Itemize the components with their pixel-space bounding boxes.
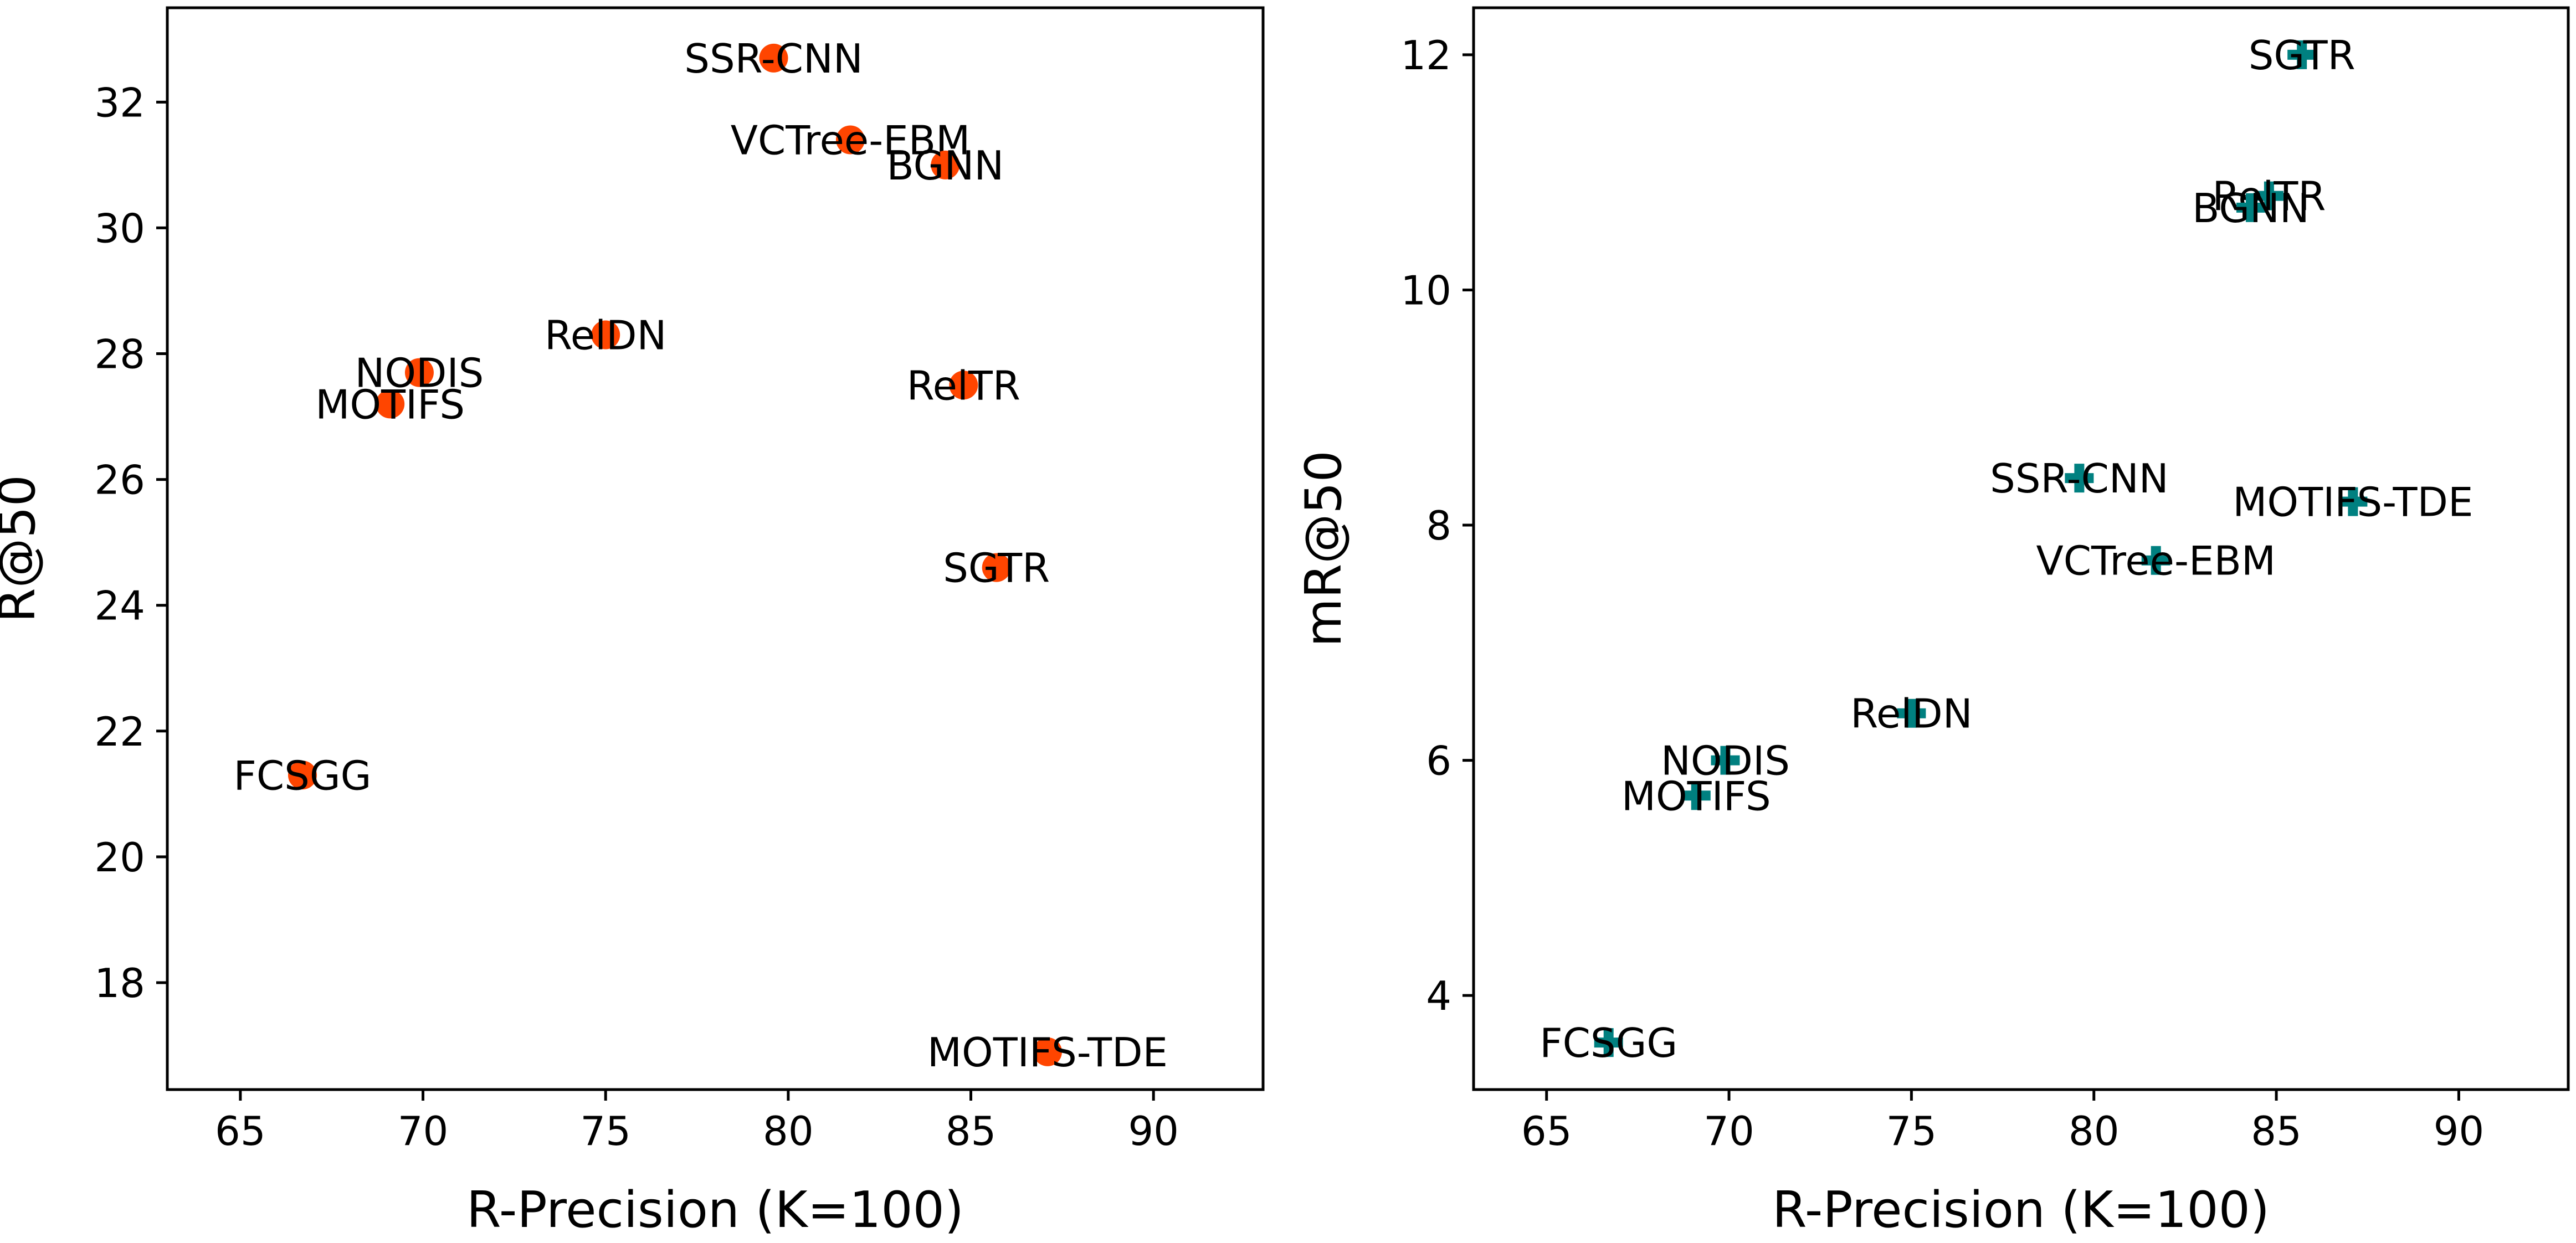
data-point <box>376 389 405 419</box>
x-axis-label: R-Precision (K=100) <box>466 1181 964 1239</box>
point-label: FCSGG <box>1540 1020 1677 1066</box>
data-point <box>759 43 788 73</box>
data-point <box>2141 546 2170 575</box>
point-label: SSR-CNN <box>1990 455 2169 502</box>
y-tick-label: 18 <box>94 960 145 1006</box>
plot-frame <box>1472 6 2570 1091</box>
y-tick-label: 10 <box>1400 267 1451 314</box>
y-tick-label: 32 <box>94 79 145 126</box>
point-label: SGTR <box>943 545 1050 592</box>
y-tick-label: 22 <box>94 708 145 755</box>
data-point <box>1033 1037 1062 1066</box>
data-point <box>982 553 1011 582</box>
x-axis-label: R-Precision (K=100) <box>1772 1181 2270 1239</box>
point-label: RelDN <box>1850 691 1972 737</box>
y-tick-label: 26 <box>94 457 145 504</box>
y-axis-label: R@50 <box>0 475 47 623</box>
y-tick-label: 30 <box>94 205 145 251</box>
point-label: VCTree-EBM <box>2036 538 2276 584</box>
point-label: FCSGG <box>233 752 371 799</box>
point-label: BGNN <box>887 142 1004 189</box>
point-label: NODIS <box>1661 738 1790 784</box>
x-tick-label: 85 <box>946 1108 997 1154</box>
x-tick-label: 90 <box>1128 1108 1179 1154</box>
y-tick-label: 8 <box>1426 502 1451 549</box>
point-label: RelTR <box>907 362 1020 409</box>
y-axis-label: mR@50 <box>1295 450 1353 647</box>
point-label: MOTIFS <box>315 381 465 428</box>
data-point <box>1897 698 1926 728</box>
x-tick-label: 85 <box>2251 1108 2302 1154</box>
point-label: MOTIFS-TDE <box>927 1029 1168 1076</box>
x-tick-label: 75 <box>1886 1108 1937 1154</box>
y-tick-label: 28 <box>94 331 145 378</box>
r50-scatter-panel: 65 70 75 80 85 90 18 20 22 24 26 28 30 32 R-Precision … <box>0 6 1265 1239</box>
mr50-scatter-panel: 65 70 75 80 85 90 4 6 8 10 12 R-Precision (K=100) mR… <box>1295 6 2570 1239</box>
plot-frame <box>166 6 1265 1091</box>
point-label: SSR-CNN <box>684 35 863 82</box>
x-tick-label: 70 <box>1703 1108 1754 1154</box>
point-label: MOTIFS-TDE <box>2233 479 2473 526</box>
x-tick-label: 65 <box>1521 1108 1572 1154</box>
data-point <box>1681 781 1711 810</box>
point-label: VCTree-EBM <box>731 117 971 163</box>
data-point <box>1594 1028 1623 1057</box>
data-point <box>2236 193 2265 222</box>
y-tick-label: 4 <box>1426 973 1451 1019</box>
x-tick-label: 80 <box>763 1108 814 1154</box>
y-tick-label: 12 <box>1400 32 1451 79</box>
point-label: MOTIFS <box>1621 773 1771 819</box>
x-tick-label: 90 <box>2434 1108 2485 1154</box>
data-point <box>404 358 434 387</box>
x-tick-label: 75 <box>580 1108 631 1154</box>
data-point <box>2287 40 2317 69</box>
data-point <box>2254 181 2283 210</box>
point-label: RelTR <box>2212 173 2326 220</box>
point-label: SGTR <box>2249 32 2356 79</box>
data-point <box>2065 464 2094 493</box>
x-tick-label: 65 <box>215 1108 266 1154</box>
data-point <box>949 371 978 400</box>
y-tick-label: 20 <box>94 834 145 881</box>
data-point <box>931 150 960 179</box>
data-point <box>1711 746 1740 775</box>
point-label: BGNN <box>2192 185 2310 232</box>
point-label: NODIS <box>355 350 484 397</box>
y-tick-label: 6 <box>1426 738 1451 784</box>
y-tick-label: 24 <box>94 583 145 629</box>
x-tick-label: 80 <box>2069 1108 2120 1154</box>
data-point <box>591 320 620 350</box>
data-point <box>288 761 317 790</box>
x-tick-label: 70 <box>398 1108 449 1154</box>
data-point <box>835 125 865 155</box>
data-point <box>2338 487 2368 516</box>
point-label: RelDN <box>545 312 666 358</box>
